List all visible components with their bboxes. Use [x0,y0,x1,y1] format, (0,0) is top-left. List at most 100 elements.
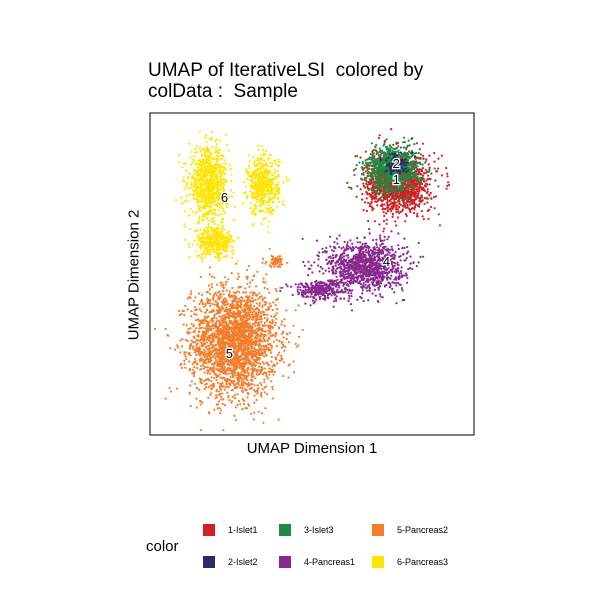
point [218,336,221,339]
point [175,387,178,390]
point [191,372,194,375]
point [201,158,204,161]
point [202,367,205,370]
point [219,192,222,195]
point [222,284,225,287]
point [218,373,221,376]
point [264,367,267,370]
point [248,174,251,177]
point [253,176,256,179]
point [348,294,351,297]
point [198,319,202,323]
series-5-Pancreas2 [153,247,313,432]
point [226,349,229,353]
point [257,297,260,300]
point [164,327,167,330]
point [229,345,232,348]
point [231,299,234,302]
point [218,234,222,238]
point [183,188,186,191]
point [263,381,266,384]
point [217,400,221,403]
point [209,299,212,302]
point [196,347,199,350]
point [246,314,249,317]
point [226,245,229,248]
point [205,181,208,185]
point [215,325,219,328]
point [212,188,215,191]
point [198,174,201,177]
point [258,315,261,318]
point [188,256,191,259]
point [257,309,260,312]
point [210,363,214,366]
point [261,187,264,190]
point [204,199,207,203]
point [215,235,218,238]
point [292,324,295,327]
point [204,205,207,208]
point [179,339,182,342]
point [252,368,255,372]
point [222,188,225,191]
point [347,247,350,250]
point [192,172,195,175]
point [240,368,243,371]
point [268,337,271,340]
point [233,240,236,243]
point [214,139,217,142]
point [262,362,266,365]
point [237,356,240,359]
point [249,190,252,193]
point [218,344,221,347]
point [261,304,264,307]
point [256,157,259,160]
point [235,345,238,348]
point [345,266,348,270]
point [232,341,235,345]
point [199,379,202,382]
point [245,305,248,308]
point [236,277,239,281]
point [215,303,218,306]
point [204,353,207,356]
point [254,169,257,172]
point [209,151,212,154]
point [248,309,251,312]
point [213,371,216,374]
point [261,297,265,300]
point [230,240,233,243]
point [195,145,199,148]
point [187,328,190,331]
point [208,302,211,305]
point [263,183,266,187]
point [188,367,191,371]
point [194,319,198,322]
point [219,352,222,355]
point [268,342,271,346]
point [233,386,236,389]
point [232,252,235,255]
point [254,212,257,215]
point [200,341,203,344]
point [211,333,214,336]
point [180,313,183,316]
point [192,190,195,193]
point [252,212,255,215]
point [401,289,404,292]
point [185,169,188,172]
point [243,339,246,342]
point [227,302,230,305]
point [207,174,210,177]
point [242,191,245,194]
point [198,327,201,330]
point [235,374,238,377]
point [200,167,203,170]
point [216,253,219,256]
point [207,325,210,328]
point [273,187,276,190]
point [247,348,250,351]
point [246,343,249,346]
point [356,279,359,282]
